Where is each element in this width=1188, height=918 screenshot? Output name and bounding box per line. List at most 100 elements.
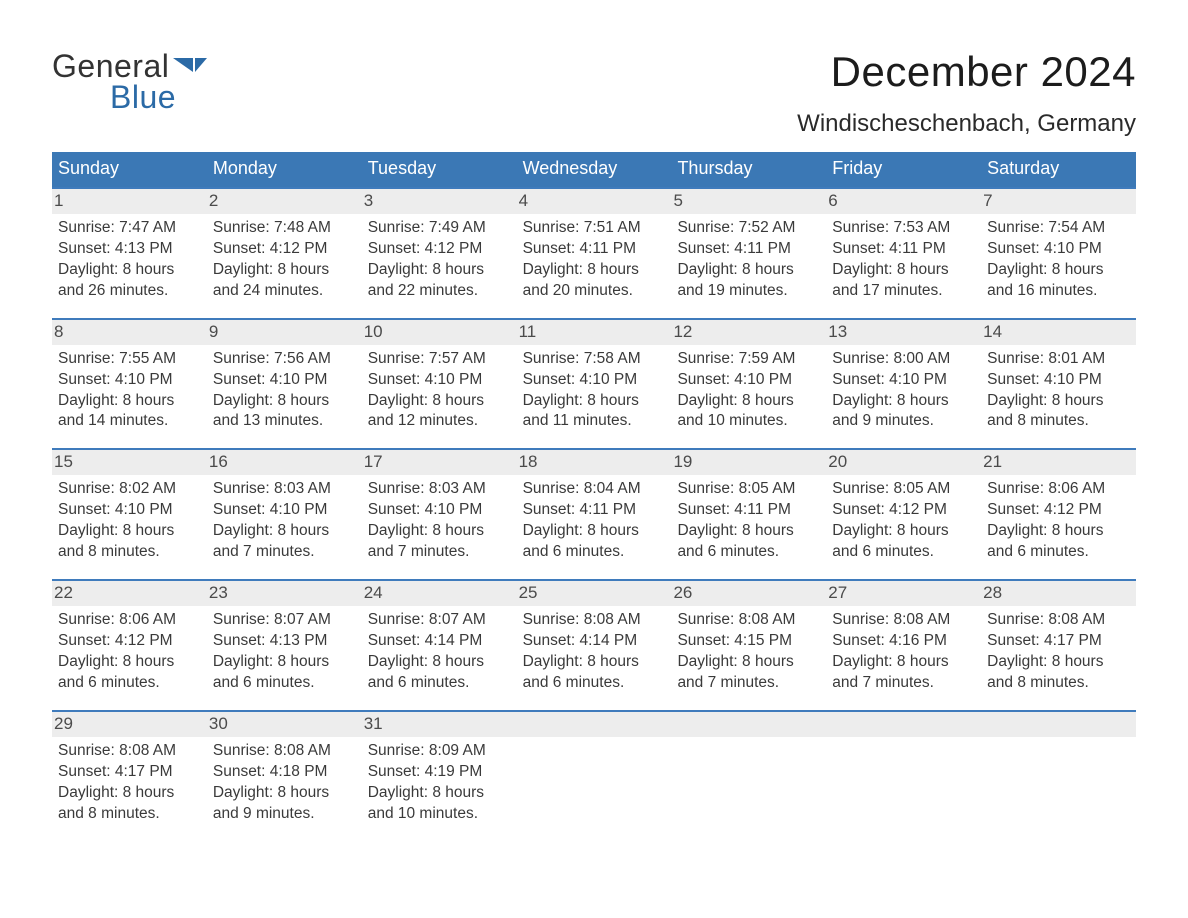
day-cell: 1Sunrise: 7:47 AMSunset: 4:13 PMDaylight… [52, 189, 207, 302]
day-d1: Daylight: 8 hours [58, 652, 201, 673]
day-number [517, 712, 672, 737]
day-d2: and 9 minutes. [213, 804, 356, 825]
day-info: Sunrise: 8:06 AMSunset: 4:12 PMDaylight:… [58, 610, 201, 694]
day-number: 24 [362, 581, 517, 606]
day-number: 22 [52, 581, 207, 606]
day-number: 20 [826, 450, 981, 475]
day-cell: 4Sunrise: 7:51 AMSunset: 4:11 PMDaylight… [517, 189, 672, 302]
day-d1: Daylight: 8 hours [368, 391, 511, 412]
day-info: Sunrise: 7:51 AMSunset: 4:11 PMDaylight:… [523, 218, 666, 302]
day-d2: and 22 minutes. [368, 281, 511, 302]
day-d1: Daylight: 8 hours [213, 652, 356, 673]
day-d1: Daylight: 8 hours [523, 260, 666, 281]
day-sunrise: Sunrise: 8:03 AM [213, 479, 356, 500]
calendar: Sunday Monday Tuesday Wednesday Thursday… [52, 152, 1136, 824]
day-d1: Daylight: 8 hours [987, 260, 1130, 281]
day-sunrise: Sunrise: 8:08 AM [523, 610, 666, 631]
day-number: 17 [362, 450, 517, 475]
day-number: 18 [517, 450, 672, 475]
day-number: 21 [981, 450, 1136, 475]
week-row: 1Sunrise: 7:47 AMSunset: 4:13 PMDaylight… [52, 187, 1136, 302]
day-number: 23 [207, 581, 362, 606]
day-cell: 23Sunrise: 8:07 AMSunset: 4:13 PMDayligh… [207, 581, 362, 694]
day-d2: and 24 minutes. [213, 281, 356, 302]
day-cell: 2Sunrise: 7:48 AMSunset: 4:12 PMDaylight… [207, 189, 362, 302]
dow-thursday: Thursday [671, 152, 826, 187]
day-number: 3 [362, 189, 517, 214]
day-info: Sunrise: 8:06 AMSunset: 4:12 PMDaylight:… [987, 479, 1130, 563]
day-d1: Daylight: 8 hours [677, 521, 820, 542]
day-info: Sunrise: 8:08 AMSunset: 4:16 PMDaylight:… [832, 610, 975, 694]
day-number: 5 [671, 189, 826, 214]
day-d2: and 8 minutes. [987, 411, 1130, 432]
day-info: Sunrise: 8:03 AMSunset: 4:10 PMDaylight:… [368, 479, 511, 563]
day-sunset: Sunset: 4:12 PM [368, 239, 511, 260]
day-number: 9 [207, 320, 362, 345]
day-info: Sunrise: 7:57 AMSunset: 4:10 PMDaylight:… [368, 349, 511, 433]
day-number: 8 [52, 320, 207, 345]
day-sunset: Sunset: 4:10 PM [58, 500, 201, 521]
day-info: Sunrise: 8:08 AMSunset: 4:14 PMDaylight:… [523, 610, 666, 694]
day-info: Sunrise: 8:08 AMSunset: 4:17 PMDaylight:… [58, 741, 201, 825]
day-info: Sunrise: 7:55 AMSunset: 4:10 PMDaylight:… [58, 349, 201, 433]
month-title: December 2024 [797, 48, 1136, 96]
day-d2: and 7 minutes. [368, 542, 511, 563]
day-cell: 21 Sunrise: 8:06 AMSunset: 4:12 PMDayligh… [981, 450, 1136, 563]
day-sunrise: Sunrise: 8:04 AM [523, 479, 666, 500]
day-sunset: Sunset: 4:10 PM [58, 370, 201, 391]
day-d1: Daylight: 8 hours [368, 260, 511, 281]
day-cell: 20Sunrise: 8:05 AMSunset: 4:12 PMDayligh… [826, 450, 981, 563]
day-sunrise: Sunrise: 8:09 AM [368, 741, 511, 762]
day-sunset: Sunset: 4:10 PM [987, 370, 1130, 391]
day-d2: and 7 minutes. [213, 542, 356, 563]
day-d2: and 8 minutes. [58, 804, 201, 825]
day-cell: 11Sunrise: 7:58 AMSunset: 4:10 PMDayligh… [517, 320, 672, 433]
day-cell: 19Sunrise: 8:05 AMSunset: 4:11 PMDayligh… [671, 450, 826, 563]
day-sunrise: Sunrise: 7:54 AM [987, 218, 1130, 239]
day-d2: and 26 minutes. [58, 281, 201, 302]
day-number [826, 712, 981, 737]
day-sunset: Sunset: 4:13 PM [58, 239, 201, 260]
day-info: Sunrise: 7:56 AMSunset: 4:10 PMDaylight:… [213, 349, 356, 433]
day-sunset: Sunset: 4:18 PM [213, 762, 356, 783]
day-d2: and 6 minutes. [523, 542, 666, 563]
day-d1: Daylight: 8 hours [832, 521, 975, 542]
day-sunrise: Sunrise: 8:01 AM [987, 349, 1130, 370]
week-row: 22 Sunrise: 8:06 AMSunset: 4:12 PMDayligh… [52, 579, 1136, 694]
day-cell: 9 Sunrise: 7:56 AMSunset: 4:10 PMDaylight… [207, 320, 362, 433]
day-sunrise: Sunrise: 7:53 AM [832, 218, 975, 239]
day-cell: 8 Sunrise: 7:55 AMSunset: 4:10 PMDaylight… [52, 320, 207, 433]
day-d2: and 6 minutes. [58, 673, 201, 694]
day-info: Sunrise: 8:05 AMSunset: 4:11 PMDaylight:… [677, 479, 820, 563]
day-sunrise: Sunrise: 7:57 AM [368, 349, 511, 370]
dow-friday: Friday [826, 152, 981, 187]
day-d1: Daylight: 8 hours [213, 260, 356, 281]
day-info: Sunrise: 8:08 AMSunset: 4:18 PMDaylight:… [213, 741, 356, 825]
day-d1: Daylight: 8 hours [523, 652, 666, 673]
day-sunrise: Sunrise: 7:47 AM [58, 218, 201, 239]
day-sunrise: Sunrise: 8:08 AM [58, 741, 201, 762]
day-cell: 31Sunrise: 8:09 AMSunset: 4:19 PMDayligh… [362, 712, 517, 825]
day-number: 11 [517, 320, 672, 345]
day-number: 15 [52, 450, 207, 475]
day-d1: Daylight: 8 hours [677, 260, 820, 281]
day-sunrise: Sunrise: 7:49 AM [368, 218, 511, 239]
day-d2: and 11 minutes. [523, 411, 666, 432]
day-d1: Daylight: 8 hours [987, 652, 1130, 673]
day-sunrise: Sunrise: 8:07 AM [368, 610, 511, 631]
day-number: 26 [671, 581, 826, 606]
day-sunset: Sunset: 4:10 PM [368, 500, 511, 521]
day-sunset: Sunset: 4:10 PM [368, 370, 511, 391]
day-d2: and 6 minutes. [987, 542, 1130, 563]
logo-blue: Blue [110, 79, 207, 116]
day-number: 28 [981, 581, 1136, 606]
day-number: 13 [826, 320, 981, 345]
day-cell: 6Sunrise: 7:53 AMSunset: 4:11 PMDaylight… [826, 189, 981, 302]
day-sunset: Sunset: 4:11 PM [677, 239, 820, 260]
day-d2: and 9 minutes. [832, 411, 975, 432]
day-number: 14 [981, 320, 1136, 345]
day-d1: Daylight: 8 hours [58, 783, 201, 804]
day-sunset: Sunset: 4:19 PM [368, 762, 511, 783]
day-d1: Daylight: 8 hours [58, 391, 201, 412]
day-d2: and 13 minutes. [213, 411, 356, 432]
